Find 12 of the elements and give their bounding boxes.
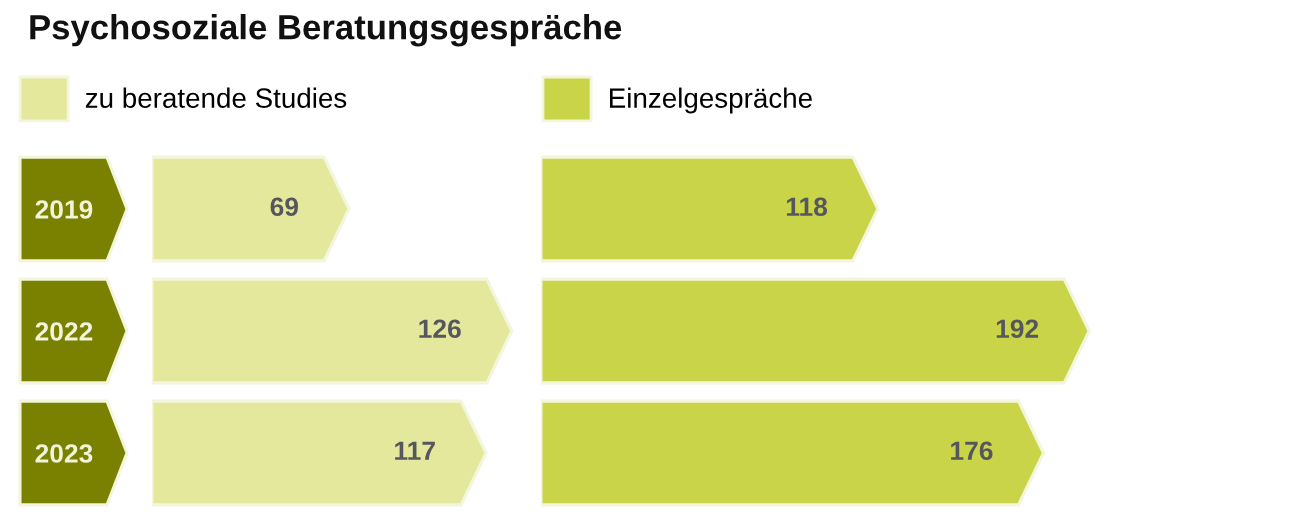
data-label: 118 [786,197,828,217]
data-label: 176 [951,441,993,461]
y-tick-label: 2019 [35,200,93,219]
data-label: 69 [270,197,299,217]
series-label: Einzelgespräche [610,87,812,114]
data-label: 192 [996,319,1039,339]
data-label: 117 [395,441,435,460]
chart-title: Psychosoziale Beratungsgespräche [30,14,622,47]
data-label: 126 [419,319,461,339]
y-tick-label: 2022 [35,322,93,341]
legend-label: zu beratende Studies [85,87,347,108]
y-tick-label: 2023 [35,444,93,463]
